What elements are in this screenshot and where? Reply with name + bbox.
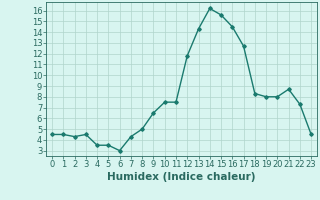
X-axis label: Humidex (Indice chaleur): Humidex (Indice chaleur) (107, 172, 256, 182)
